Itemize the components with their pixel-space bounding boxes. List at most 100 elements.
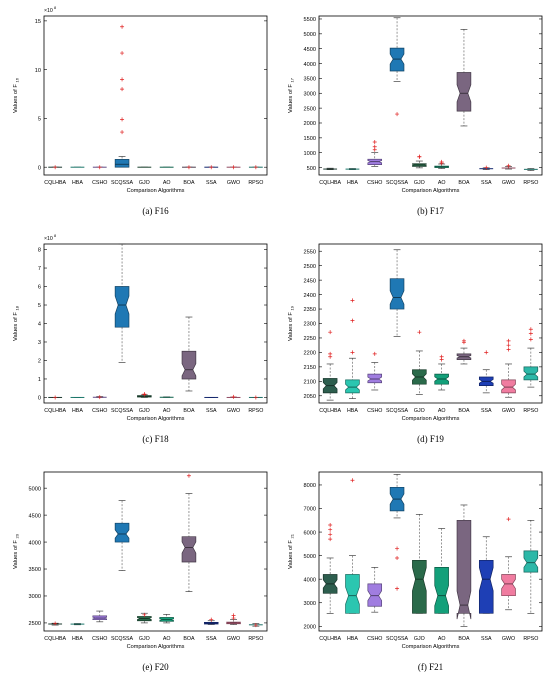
y-tick-label: 5 xyxy=(38,303,41,309)
box xyxy=(501,574,516,597)
x-tick-label: HBA xyxy=(347,180,358,186)
x-tick-label: SSA xyxy=(481,636,492,642)
y-tick-label: 2000 xyxy=(304,624,316,630)
panel-caption: (e) F20 xyxy=(142,662,169,672)
y-axis-label-subscript: 16 xyxy=(15,77,20,82)
y-tick-label: 0 xyxy=(38,165,41,171)
x-tick-label: GWO xyxy=(227,636,240,642)
outlier xyxy=(484,350,489,355)
outlier xyxy=(53,621,58,626)
y-tick-label: 2050 xyxy=(304,394,316,400)
x-tick-label: CQLHBA xyxy=(319,180,341,186)
x-tick-label: BOA xyxy=(183,180,195,186)
x-tick-label: BOA xyxy=(458,636,470,642)
x-tick-label: GWO xyxy=(502,180,515,186)
x-tick-label: SCQSSA xyxy=(386,180,409,186)
y-axis-label-text: Values of F xyxy=(288,310,294,341)
outlier xyxy=(350,350,355,355)
outlier xyxy=(395,112,400,117)
y-axis-label: Values of F 19 xyxy=(288,305,295,341)
outlier xyxy=(328,537,333,542)
x-tick-label: SCQSSA xyxy=(111,636,134,642)
y-tick-label: 2350 xyxy=(304,307,316,313)
outlier xyxy=(231,394,236,399)
outlier xyxy=(120,117,125,122)
y-tick-label: 4000 xyxy=(304,62,316,68)
y-tick-label: 5000 xyxy=(304,554,316,560)
axis-multiplier-exponent: 8 xyxy=(54,6,56,10)
outlier xyxy=(372,140,377,145)
y-tick-label: 3500 xyxy=(304,77,316,83)
panel-f20: 2500 3000 3500 4000 4500 5000 Values of F 20 CQ… xyxy=(0,456,275,685)
axis-multiplier: ×10 xyxy=(44,8,53,14)
y-axis-label-text: Values of F xyxy=(13,538,19,569)
x-tick-label: SCQSSA xyxy=(386,636,409,642)
x-tick-label: RPSO xyxy=(523,180,538,186)
box xyxy=(523,366,539,381)
y-tick-label: 3000 xyxy=(29,594,41,600)
x-tick-label: CQLHBA xyxy=(44,636,66,642)
box xyxy=(114,159,130,168)
plot-frame xyxy=(318,471,543,632)
x-tick-label: CQLHBA xyxy=(319,408,341,414)
x-axis-label: Comparison Algorithms xyxy=(127,188,185,194)
x-tick-label: SSA xyxy=(206,408,217,414)
x-axis-label: Comparison Algorithms xyxy=(127,644,185,650)
x-tick-label: RPSO xyxy=(523,408,538,414)
y-tick-label: 4000 xyxy=(29,540,41,546)
outlier xyxy=(439,357,444,362)
y-axis-label-subscript: 20 xyxy=(15,533,20,538)
outlier xyxy=(528,327,533,332)
outlier xyxy=(506,347,511,352)
outlier xyxy=(372,147,377,152)
outlier xyxy=(372,351,377,356)
y-tick-label: 5 xyxy=(38,117,41,123)
box xyxy=(345,574,360,614)
x-tick-label: AO xyxy=(163,636,171,642)
outlier xyxy=(97,165,102,170)
x-tick-label: GWO xyxy=(227,180,240,186)
y-axis-label-text: Values of F xyxy=(288,82,294,113)
y-axis-label: Values of F 20 xyxy=(13,533,20,569)
y-tick-label: 2450 xyxy=(304,278,316,284)
y-axis-label-text: Values of F xyxy=(13,310,19,341)
outlier xyxy=(395,555,400,560)
outlier xyxy=(120,77,125,82)
y-tick-label: 2500 xyxy=(304,106,316,112)
outlier xyxy=(439,159,444,164)
x-tick-label: HBA xyxy=(72,180,83,186)
x-axis-label: Comparison Algorithms xyxy=(127,416,185,422)
outlier xyxy=(120,51,125,56)
x-axis-label: Comparison Algorithms xyxy=(402,644,460,650)
x-tick-label: CQLHBA xyxy=(44,408,66,414)
y-axis-label: Values of F 16 xyxy=(13,77,20,113)
y-tick-label: 5000 xyxy=(304,32,316,38)
y-tick-label: 4 xyxy=(38,322,41,328)
box xyxy=(456,519,472,620)
outlier xyxy=(350,298,355,303)
outlier xyxy=(253,623,258,628)
y-tick-label: 2250 xyxy=(304,336,316,342)
panel-f19: 2050 2100 2150 2200 2250 2300 2350 2400 2450 2500… xyxy=(275,228,550,456)
x-tick-label: RPSO xyxy=(248,180,263,186)
outlier xyxy=(350,318,355,323)
y-axis-label-text: Values of F xyxy=(13,82,19,113)
x-tick-label: BOA xyxy=(458,180,470,186)
box xyxy=(367,583,383,607)
x-axis-label: Comparison Algorithms xyxy=(402,416,460,422)
y-tick-label: 7000 xyxy=(304,507,316,513)
x-tick-label: GWO xyxy=(227,408,240,414)
outlier xyxy=(395,546,400,551)
y-axis-label-subscript: 17 xyxy=(290,77,295,82)
outlier xyxy=(506,517,511,522)
box xyxy=(456,72,472,112)
y-tick-label: 8000 xyxy=(304,483,316,489)
panel-caption: (b) F17 xyxy=(417,206,444,216)
outlier xyxy=(484,165,489,170)
chart-f20: 2500 3000 3500 4000 4500 5000 Values of F 20 CQ… xyxy=(13,471,268,672)
x-tick-label: AO xyxy=(438,408,446,414)
x-tick-label: AO xyxy=(438,636,446,642)
outlier xyxy=(186,473,191,478)
y-tick-label: 2200 xyxy=(304,351,316,357)
outlier xyxy=(142,612,147,617)
